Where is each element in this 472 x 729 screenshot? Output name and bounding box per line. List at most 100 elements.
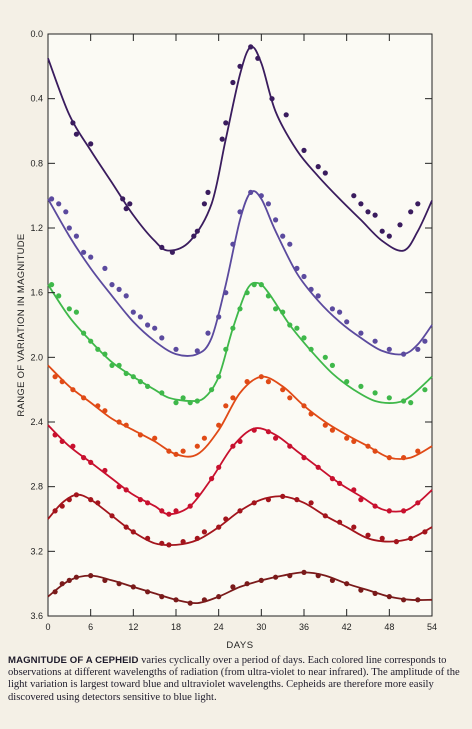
series-5-line (47, 424, 433, 516)
series-2-point (315, 293, 321, 299)
series-1-point (205, 189, 211, 195)
series-6-point (379, 535, 385, 542)
series-3-point (294, 325, 300, 331)
series-7-point (315, 573, 321, 579)
y-tick-label: 0.4 (30, 94, 43, 104)
series-6-point (166, 542, 172, 548)
series-2-point (116, 286, 122, 292)
series-4-point (258, 374, 264, 380)
series-4-point (301, 403, 307, 409)
series-5-point (337, 480, 343, 486)
x-tick-label: 12 (128, 622, 138, 632)
series-6-point (422, 529, 428, 535)
x-tick-label: 0 (45, 622, 50, 632)
series-1-point (70, 120, 76, 126)
series-5-point (230, 443, 236, 449)
series-7-point (73, 574, 79, 580)
y-tick-label: 1.2 (30, 223, 43, 233)
series-1-point (88, 141, 94, 147)
series-7-point (66, 577, 72, 584)
series-5-point (173, 508, 179, 514)
series-2-point (173, 346, 179, 352)
y-tick-label: 0.0 (30, 29, 43, 39)
series-1-point (301, 147, 307, 153)
y-tick-label: 2.4 (30, 417, 43, 427)
series-4-point (194, 443, 200, 449)
series-4-point (216, 422, 222, 428)
plot-frame (47, 33, 433, 617)
x-tick-label: 6 (88, 622, 93, 632)
series-1-point (255, 55, 261, 61)
series-4-point (329, 427, 335, 433)
series-6-point (216, 524, 222, 530)
series-5-point (301, 455, 307, 461)
series-2-point (109, 282, 115, 288)
series-7-point (159, 594, 165, 600)
series-6-point (66, 497, 72, 503)
series-4-point (287, 395, 293, 401)
series-7-point (187, 600, 193, 606)
series-4-point (137, 432, 143, 438)
series-4-point (244, 379, 250, 385)
series-4-point (386, 455, 392, 461)
series-6-point (59, 503, 65, 509)
series-3-point (422, 387, 428, 393)
series-3-point (102, 351, 108, 357)
series-5-point (386, 508, 392, 514)
series-2-point (287, 241, 293, 247)
series-6-point (294, 497, 300, 503)
series-2-point (123, 293, 129, 299)
series-3-point (329, 362, 335, 368)
series-4-point (351, 438, 357, 444)
y-tick-label: 3.6 (30, 611, 43, 621)
series-1-point (386, 233, 392, 239)
series-2-point (194, 348, 200, 354)
series-3-point (173, 400, 179, 406)
series-7-point (301, 569, 307, 576)
series-1-point (194, 228, 200, 234)
series-7-point (372, 590, 378, 597)
series-4-point (415, 448, 421, 454)
series-5-point (401, 508, 407, 514)
series-2-point (152, 325, 158, 331)
series-3-point (194, 398, 200, 404)
series-2-point (88, 254, 94, 260)
series-2-point (216, 314, 222, 320)
series-6-point (365, 532, 371, 538)
series-3-point (237, 306, 243, 312)
series-7-point (244, 581, 250, 587)
series-1-point (248, 44, 254, 50)
series-3-point (372, 390, 378, 396)
series-7-point (201, 597, 207, 603)
series-5-point (145, 500, 151, 506)
series-3-point (344, 379, 350, 385)
x-tick-label: 48 (384, 622, 394, 632)
series-3-point (56, 293, 62, 299)
series-5-point (237, 438, 243, 444)
y-tick-label: 1.6 (30, 288, 43, 298)
series-5-point (70, 443, 76, 449)
series-5-point (351, 487, 357, 493)
series-3-point (180, 395, 186, 401)
series-3-point (209, 387, 215, 393)
series-2-point (273, 217, 279, 223)
series-6-point (159, 540, 165, 546)
series-7 (47, 569, 433, 606)
series-4-point (201, 435, 207, 441)
series-4-point (230, 395, 236, 401)
series-3-point (386, 395, 392, 401)
series-2-point (301, 273, 307, 280)
series-3-point (73, 309, 79, 315)
series-2-point (401, 351, 407, 357)
series-2-point (337, 309, 343, 315)
series-5-point (209, 476, 215, 482)
series-2-point (237, 209, 243, 215)
series-3-point (88, 338, 94, 344)
caption-text: varies cyclically over a period of days.… (8, 655, 460, 703)
series-4-point (152, 435, 158, 441)
series-5-point (216, 464, 222, 470)
series-4-point (223, 403, 229, 409)
series-5-point (52, 432, 58, 438)
series-1-point (73, 131, 79, 137)
series-layer (47, 44, 433, 606)
